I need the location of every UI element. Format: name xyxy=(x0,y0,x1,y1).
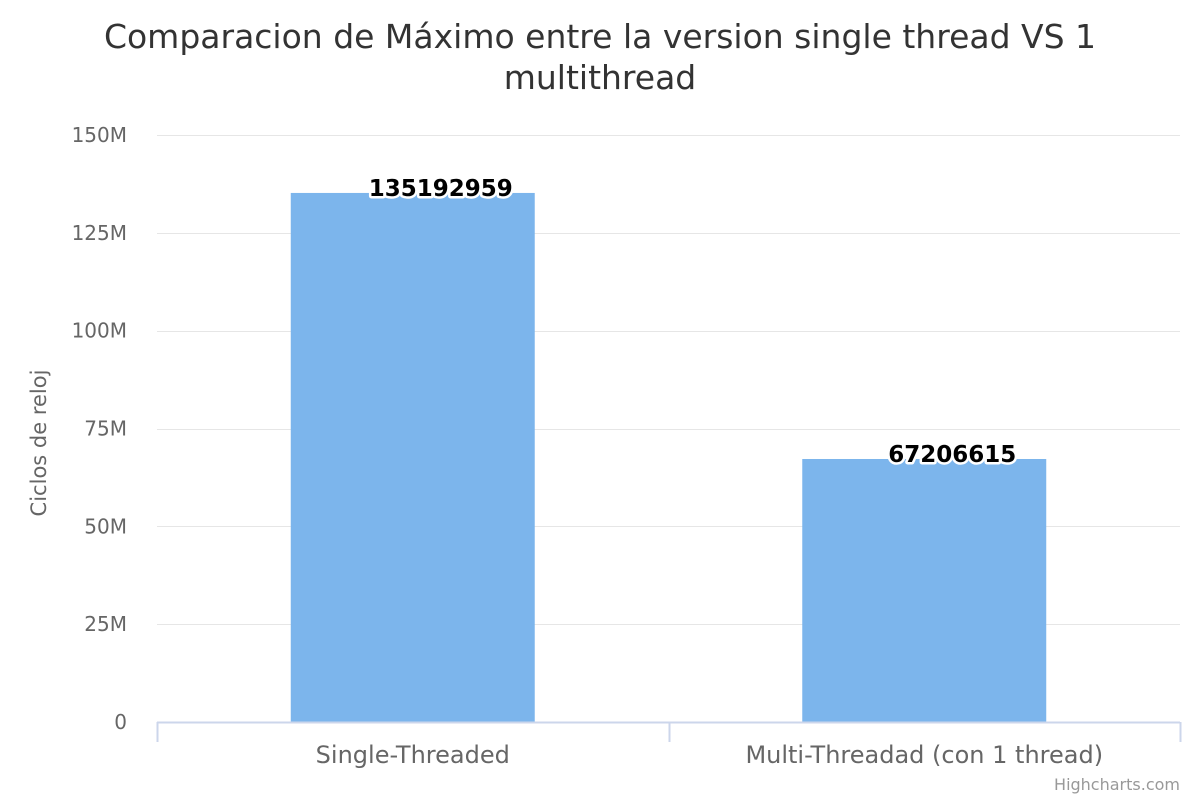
highcharts-credits-link[interactable]: Highcharts.com xyxy=(1054,775,1180,794)
bar[interactable] xyxy=(802,458,1047,722)
x-axis xyxy=(156,721,1182,742)
bars xyxy=(290,192,1047,722)
bar[interactable] xyxy=(290,192,535,722)
y-axis-title: Ciclos de reloj xyxy=(27,370,51,517)
x-category-label: Multi-Threadad (con 1 thread) xyxy=(745,741,1103,769)
y-tick-label: 50M xyxy=(84,514,127,538)
y-tick-label: 100M xyxy=(72,319,127,343)
chart-title-line-1: Comparacion de Máximo entre la version s… xyxy=(104,17,1096,56)
y-tick-label: 125M xyxy=(72,221,127,245)
chart-title-line-2: multithread xyxy=(504,58,697,97)
y-tick-label: 75M xyxy=(84,417,127,441)
y-tick-label: 0 xyxy=(114,710,127,734)
y-tick-label: 150M xyxy=(72,123,127,147)
x-category-label: Single-Threaded xyxy=(316,741,510,769)
x-axis-category-labels: Single-Threaded Multi-Threadad (con 1 thr… xyxy=(316,741,1103,769)
data-label: 67206615 xyxy=(888,442,1016,468)
y-tick-label: 25M xyxy=(84,612,127,636)
y-axis-tick-labels: 0 25M 50M 75M 100M 125M 150M xyxy=(72,123,127,734)
data-labels: 135192959 67206615 xyxy=(366,173,1019,470)
data-label: 135192959 xyxy=(369,176,513,202)
